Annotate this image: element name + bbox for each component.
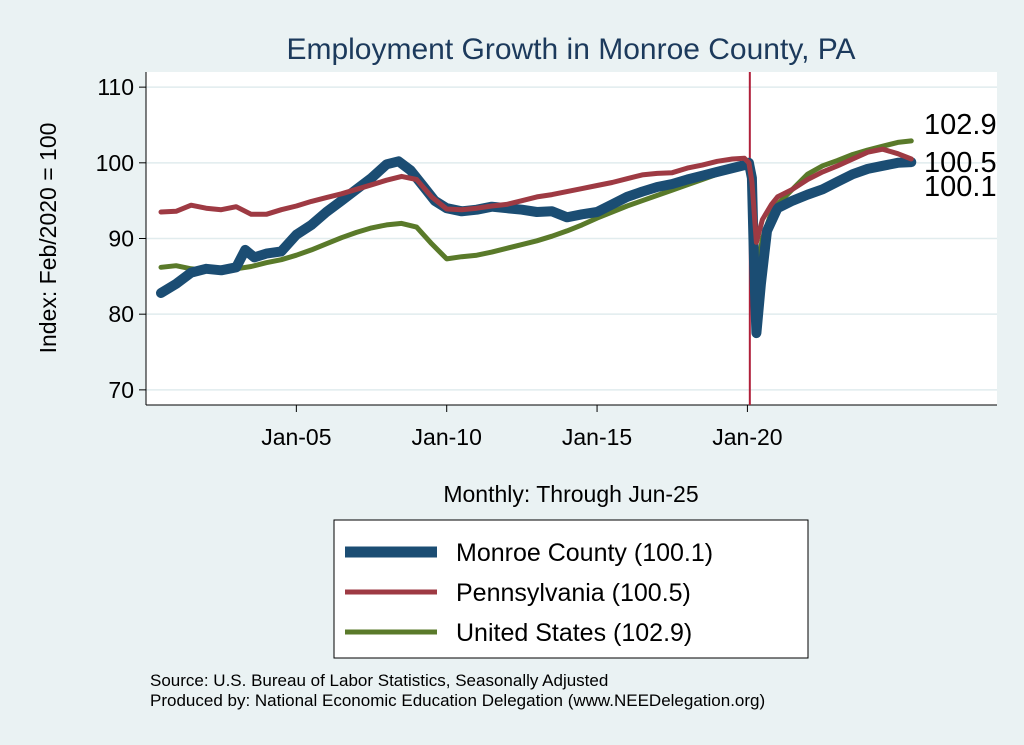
legend-box xyxy=(333,519,809,659)
y-tick-label: 110 xyxy=(97,74,134,100)
series-end-label: 100.1 xyxy=(924,171,997,203)
series-end-label: 102.9 xyxy=(924,109,997,141)
produced-by-line: Produced by: National Economic Education… xyxy=(150,691,766,710)
legend-label: United States (102.9) xyxy=(456,619,692,647)
legend-label: Pennsylvania (100.5) xyxy=(456,579,691,607)
x-tick-label: Jan-05 xyxy=(261,424,331,450)
x-tick-label: Jan-15 xyxy=(562,424,632,450)
series-line xyxy=(156,156,917,339)
x-axis-title: Monthly: Through Jun-25 xyxy=(443,481,698,507)
y-tick-label: 80 xyxy=(108,301,134,327)
y-axis-title: Index: Feb/2020 = 100 xyxy=(35,123,61,354)
series-lines xyxy=(156,138,917,339)
source-notes: Source: U.S. Bureau of Labor Statistics,… xyxy=(150,671,765,711)
y-tick-label: 70 xyxy=(108,377,134,403)
source-line: Source: U.S. Bureau of Labor Statistics,… xyxy=(150,671,609,690)
x-tick-label: Jan-20 xyxy=(712,424,782,450)
legend: Monroe County (100.1) Pennsylvania (100.5… xyxy=(333,519,809,659)
y-tick-label: 90 xyxy=(108,226,134,252)
y-tick-label: 100 xyxy=(96,150,134,176)
series-line xyxy=(158,146,914,245)
chart-title: Employment Growth in Monroe County, PA xyxy=(286,33,855,66)
x-tick-label: Jan-10 xyxy=(412,424,482,450)
y-ticks: 70 80 90 100 110 xyxy=(96,74,146,403)
series-end-label: 100.5 xyxy=(924,147,997,179)
x-ticks: Jan-05 Jan-10 Jan-15 Jan-20 xyxy=(261,405,783,450)
legend-label: Monroe County (100.1) xyxy=(456,539,713,567)
